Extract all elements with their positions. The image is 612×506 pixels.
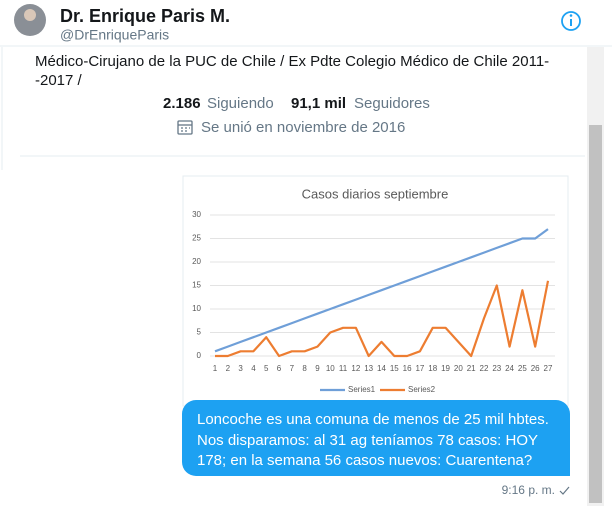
x-tick-label: 25 [518,364,527,373]
x-tick-label: 3 [238,364,243,373]
y-tick-label: 25 [192,234,201,243]
legend-label: Series2 [408,385,436,394]
x-tick-label: 18 [428,364,437,373]
bio-line: Médico-Cirujano de la PUC de Chile / Ex … [35,53,549,70]
legend-label: Series1 [348,385,376,394]
y-tick-label: 15 [192,281,201,290]
followers-count[interactable]: 91,1 mil [291,95,346,112]
y-tick-label: 5 [197,328,202,337]
x-tick-label: 6 [277,364,282,373]
chart-title: Casos diarios septiembre [302,186,449,201]
profile-handle: @DrEnriqueParis [60,27,169,43]
x-tick-label: 19 [441,364,450,373]
x-tick-label: 12 [351,364,360,373]
x-tick-label: 10 [326,364,335,373]
bio-line: -2017 / [35,72,83,89]
x-tick-label: 27 [544,364,553,373]
message-bubble[interactable] [182,400,570,476]
following-count[interactable]: 2.186 [163,95,201,112]
x-tick-label: 14 [377,364,386,373]
x-tick-label: 23 [492,364,501,373]
message-line: 178; en la semana 56 casos nuevos: Cuare… [197,452,532,469]
followers-label[interactable]: Seguidores [354,95,430,112]
x-tick-label: 21 [467,364,476,373]
x-tick-label: 26 [531,364,540,373]
y-tick-label: 30 [192,210,201,219]
avatar-face [24,9,36,21]
following-label[interactable]: Siguiendo [207,95,274,112]
series-line [214,228,549,353]
x-tick-label: 5 [264,364,269,373]
message-line: Loncoche es una comuna de menos de 25 mi… [197,411,549,428]
x-tick-label: 7 [290,364,295,373]
profile-name[interactable]: Dr. Enrique Paris M. [60,6,230,26]
y-tick-label: 20 [192,257,201,266]
x-tick-label: 17 [415,364,424,373]
x-tick-label: 24 [505,364,514,373]
y-tick-label: 0 [197,351,202,360]
x-tick-label: 2 [226,364,231,373]
y-tick-label: 10 [192,304,201,313]
scrollbar-thumb[interactable] [589,125,602,503]
series-line [215,280,550,358]
x-tick-label: 4 [251,364,256,373]
message-time: 9:16 p. m. [502,483,555,497]
message-line: Nos disparamos: al 31 ag teníamos 78 cas… [197,432,538,449]
x-tick-label: 13 [364,364,373,373]
x-tick-label: 8 [302,364,307,373]
x-tick-label: 1 [213,364,218,373]
x-tick-label: 9 [315,364,320,373]
x-tick-label: 22 [480,364,489,373]
x-tick-label: 20 [454,364,463,373]
chart-image[interactable] [182,175,569,407]
joined-date: Se unió en noviembre de 2016 [201,119,405,136]
info-button[interactable] [561,11,581,31]
calendar-icon [177,120,193,135]
read-check [559,486,570,495]
x-tick-label: 11 [339,364,348,373]
x-tick-label: 15 [390,364,399,373]
x-tick-label: 16 [403,364,412,373]
